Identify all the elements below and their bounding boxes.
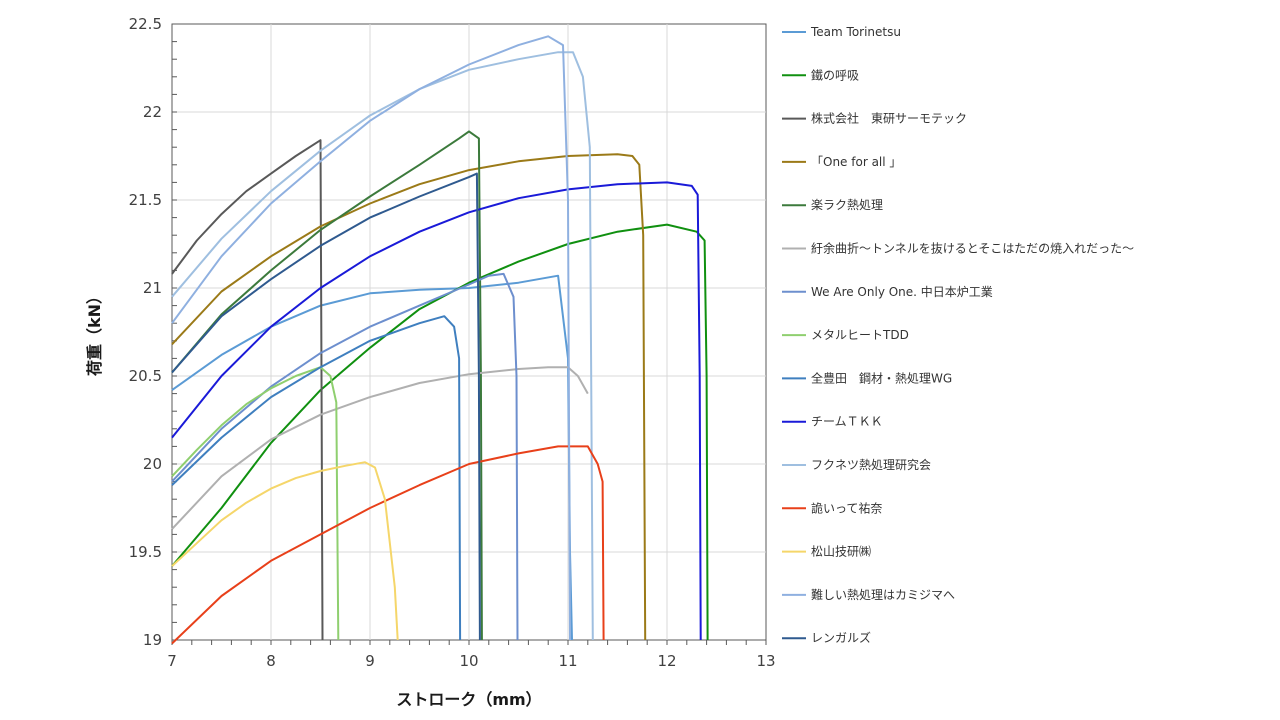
y-tick-label: 22 xyxy=(143,103,162,121)
series-line xyxy=(171,35,571,641)
y-axis-title: 荷重（kN） xyxy=(85,288,104,376)
series-line xyxy=(171,130,483,641)
series-line xyxy=(171,172,481,641)
legend-label: 全豊田 鋼材・熱処理WG xyxy=(811,370,952,385)
series-line xyxy=(171,51,594,641)
x-tick-label: 8 xyxy=(266,652,276,670)
legend-label: 「One for all 」 xyxy=(811,155,901,169)
legend-label: 紆余曲折～トンネルを抜けるとそこはただの焼入れだった～ xyxy=(811,241,1134,256)
x-axis-title: ストローク（mm） xyxy=(396,690,541,709)
legend-label: 松山技研㈱ xyxy=(811,545,871,559)
legend-label: レンガルズ xyxy=(811,630,871,645)
y-tick-label: 20 xyxy=(143,455,162,473)
legend-label: 難しい熱処理はカミジマへ xyxy=(811,587,955,602)
y-tick-label: 22.5 xyxy=(129,15,162,33)
legend-label: チームＴＫＫ xyxy=(811,415,883,429)
x-tick-label: 10 xyxy=(459,652,478,670)
series-line xyxy=(171,139,324,641)
x-tick-label: 11 xyxy=(558,652,577,670)
series-line xyxy=(171,315,462,641)
series-line xyxy=(171,445,605,645)
y-tick-label: 19.5 xyxy=(129,543,162,561)
y-tick-label: 19 xyxy=(143,631,162,649)
series-line xyxy=(171,223,709,641)
x-tick-label: 12 xyxy=(657,652,676,670)
series-line xyxy=(171,153,647,641)
series-lines xyxy=(171,35,709,645)
series-line xyxy=(171,181,702,641)
legend-label: 鐵の呼吸 xyxy=(811,67,859,82)
x-tick-label: 9 xyxy=(365,652,375,670)
legend-label: We Are Only One. 中日本炉工業 xyxy=(811,284,993,299)
x-tick-label: 13 xyxy=(756,652,775,670)
legend-label: メタルヒートTDD xyxy=(811,328,909,342)
legend-label: フクネツ熱処理研究会 xyxy=(811,457,931,472)
series-line xyxy=(171,366,340,641)
series-line xyxy=(171,461,399,641)
axis-ticks: 7 8 9 10 11 12 13 19 19.5 20 20.5 21 21.5 22 22.5 xyxy=(129,15,776,670)
legend-label: 株式会社 東研サーモテック xyxy=(811,111,967,126)
legend-label: Team Torinetsu xyxy=(810,25,901,39)
x-tick-label: 7 xyxy=(167,652,177,670)
legend-label: 詭いって祐奈 xyxy=(811,501,882,515)
y-tick-label: 21 xyxy=(143,279,162,297)
legend-label: 楽ラク熱処理 xyxy=(811,198,883,212)
y-tick-label: 21.5 xyxy=(129,191,162,209)
y-tick-label: 20.5 xyxy=(129,367,162,385)
